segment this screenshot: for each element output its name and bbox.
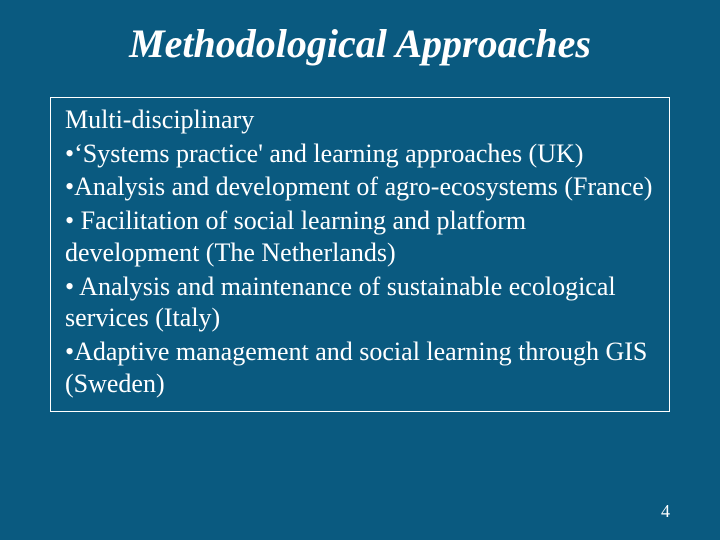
bullet-item: •Analysis and development of agro-ecosys… [65, 171, 655, 203]
bullet-item: •‘Systems practice' and learning approac… [65, 138, 655, 170]
page-number: 4 [661, 501, 670, 522]
bullet-item: • Facilitation of social learning and pl… [65, 205, 655, 268]
bullet-item: •Adaptive management and social learning… [65, 336, 655, 399]
bullet-item: • Analysis and maintenance of sustainabl… [65, 271, 655, 334]
subheading: Multi-disciplinary [65, 104, 655, 136]
slide-title: Methodological Approaches [50, 20, 670, 67]
slide: Methodological Approaches Multi-discipli… [0, 0, 720, 540]
content-box: Multi-disciplinary •‘Systems practice' a… [50, 97, 670, 412]
